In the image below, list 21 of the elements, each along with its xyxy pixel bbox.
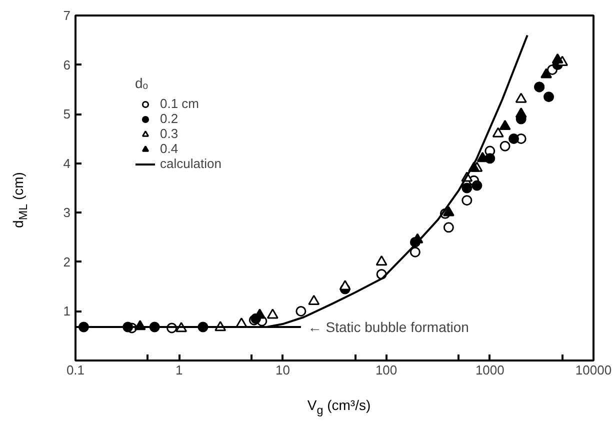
x-tick-label: 1 [175,362,183,378]
legend-label: 0.4 [160,141,180,156]
y-tick-label: 2 [63,254,71,270]
y-tick-label: 5 [63,106,71,122]
x-axis-title: V$_{g}$ (cm³/s) [307,396,371,419]
annotation: ← Static bubble formation [308,318,469,335]
legend-label: 0.1 cm [160,96,200,111]
x-tick-label: 10 [275,362,290,378]
x-tick-label: 10000 [575,362,612,378]
legend-label: calculation [160,156,222,171]
y-tick-label: 3 [63,205,71,220]
legend-title: dₒ [135,75,150,91]
x-tick-label: 0.1 [66,362,85,378]
y-tick-label: 1 [63,304,71,319]
y-tick-label: 4 [63,156,71,171]
x-tick-label: 1000 [475,362,504,378]
x-tick-label: 100 [375,362,398,378]
y-tick-label: 7 [63,8,71,23]
y-tick-label: 6 [63,57,71,72]
legend-label: 0.3 [160,126,180,141]
legend-label: 0.2 [160,111,180,126]
